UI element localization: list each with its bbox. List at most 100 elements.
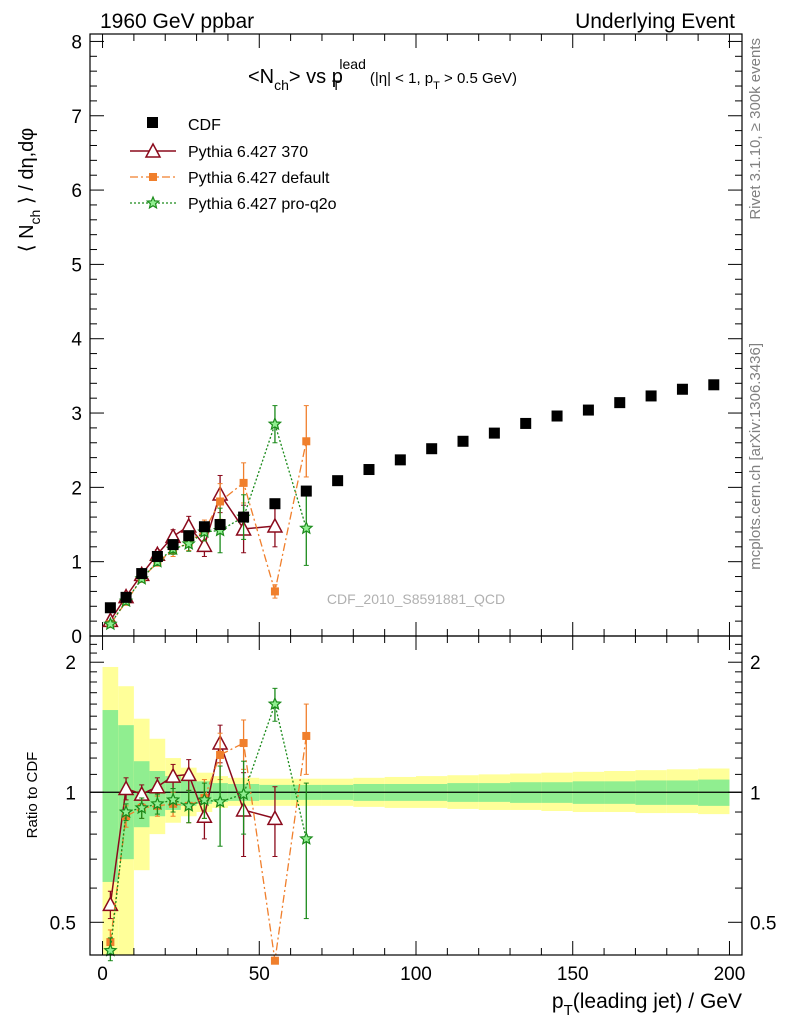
header-left: 1960 GeV ppbar — [100, 10, 254, 33]
ratio-y-tick-label-right: 1 — [750, 783, 761, 804]
legend-marker-370 — [144, 142, 162, 158]
legend-label-370: Pythia 6.427 370 — [188, 144, 308, 161]
main-data-layer — [102, 379, 720, 631]
cdf-point — [120, 591, 132, 603]
main-y-tick-label: 4 — [71, 330, 82, 351]
cdf-point — [151, 550, 163, 562]
cdf-point — [238, 511, 250, 523]
x-tick-label: 50 — [249, 964, 270, 985]
ratio-pythia-proq2o-point — [165, 792, 181, 807]
ratio-y-tick-label: 0.5 — [50, 913, 76, 934]
cdf-point — [269, 498, 281, 510]
mcplots-label: mcplots.cern.ch [arXiv:1306.3436] — [747, 343, 764, 570]
ratio-pythia-370-line — [109, 740, 276, 905]
ratio-bands — [102, 666, 730, 955]
ratio-pythia-370-point — [266, 809, 284, 826]
ratio-pythia-proq2o-point — [236, 786, 251, 801]
cdf-point — [645, 390, 657, 402]
cdf-point — [104, 602, 116, 614]
ratio-pythia-proq2o-point — [197, 792, 212, 807]
cdf-point — [363, 464, 375, 476]
ratio-pythia-proq2o-point — [181, 798, 196, 812]
ratio-pythia-default-point — [302, 731, 311, 740]
cdf-point — [332, 475, 344, 487]
cdf-point — [394, 454, 406, 466]
pythia-default-point — [239, 478, 248, 487]
main-y-tick-label: 5 — [71, 255, 82, 276]
cdf-point — [676, 383, 688, 395]
stat-uncertainty-band — [102, 710, 119, 882]
cdf-point — [198, 521, 210, 533]
ratio-pythia-370-point — [149, 778, 166, 794]
pythia-proq2o-point — [103, 616, 118, 631]
plot-title: <Nch> vs pTlead(|η| < 1, pT > 0.5 GeV) — [248, 56, 517, 93]
analysis-watermark: CDF_2010_S8591881_QCD — [327, 591, 505, 607]
legend-label-default: Pythia 6.427 default — [188, 170, 330, 187]
ratio-pythia-default-point — [239, 739, 248, 748]
pythia-370-line — [109, 492, 276, 621]
x-tick-label: 200 — [714, 964, 746, 985]
ratio-y-axis: 0.5 0.5 1 1 2 2 — [50, 643, 776, 934]
legend-marker-cdf — [147, 117, 158, 128]
pythia-370-point — [196, 536, 213, 553]
cdf-point — [136, 568, 148, 580]
cdf-point — [614, 397, 626, 409]
ratio-y-axis-label: Ratio to CDF — [24, 752, 41, 839]
cdf-point — [582, 404, 594, 416]
main-x-ticks — [102, 34, 730, 636]
main-y-axis-label: ⟨ Nch ⟩ / dη,dφ — [16, 128, 43, 253]
x-axis-label: pT(leading jet) / GeV — [552, 990, 742, 1019]
legend-marker-default — [149, 173, 157, 181]
ratio-y-tick-label-right: 0.5 — [750, 913, 776, 934]
ratio-pythia-370-point — [102, 895, 119, 912]
ratio-pythia-proq2o-point — [267, 696, 283, 711]
ratio-pythia-default-point — [270, 956, 279, 965]
cdf-point — [214, 519, 226, 531]
cdf-point — [551, 410, 563, 422]
ratio-pythia-proq2o-point — [118, 804, 134, 819]
pythia-370-point — [180, 517, 197, 533]
ratio-pythia-proq2o-point — [299, 831, 314, 845]
cdf-point — [183, 530, 195, 542]
ratio-y-tick-label: 2 — [65, 653, 76, 674]
main-y-tick-label: 3 — [71, 404, 82, 425]
rivet-version-label: Rivet 3.1.10, ≥ 300k events — [747, 38, 764, 220]
pythia-default-point — [270, 587, 279, 596]
main-y-tick-label: 1 — [71, 553, 82, 574]
cdf-point — [708, 379, 720, 391]
x-tick-label: 0 — [97, 964, 108, 985]
legend-label-cdf: CDF — [188, 117, 221, 134]
legend: CDF Pythia 6.427 370 Pythia 6.427 defaul… — [130, 117, 337, 213]
pythia-default-point — [302, 437, 311, 446]
main-y-tick-label: 7 — [71, 107, 82, 128]
cdf-point — [520, 417, 532, 429]
ratio-data-layer — [102, 687, 314, 965]
header-right: Underlying Event — [575, 10, 735, 33]
ratio-x-axis: 0 50 100 150 200 — [97, 636, 745, 985]
legend-label-proq2o: Pythia 6.427 pro-q2o — [188, 196, 337, 213]
cdf-point — [167, 539, 179, 551]
cdf-point — [457, 435, 469, 447]
main-y-tick-label: 8 — [71, 32, 82, 53]
pythia-proq2o-point — [267, 416, 283, 431]
ratio-y-tick-label: 1 — [65, 783, 76, 804]
ratio-pythia-default-line — [109, 735, 307, 961]
main-y-axis: 0 1 2 3 4 5 6 7 8 — [71, 32, 742, 648]
ratio-pythia-370-point — [164, 767, 182, 783]
cdf-point — [300, 485, 312, 497]
x-tick-label: 150 — [557, 964, 589, 985]
pythia-default-point — [216, 497, 225, 506]
ratio-y-tick-label-right: 2 — [750, 653, 761, 674]
cdf-point — [426, 443, 438, 455]
main-y-tick-label: 6 — [71, 181, 82, 202]
ratio-pythia-proq2o-point — [212, 794, 228, 808]
ratio-pythia-proq2o-point — [150, 796, 165, 810]
ratio-pythia-proq2o-point — [134, 800, 149, 815]
ratio-pythia-370-point — [180, 765, 197, 782]
ratio-pythia-proq2o-point — [103, 943, 118, 957]
main-y-tick-label: 2 — [71, 478, 82, 499]
ratio-pythia-default-point — [216, 750, 225, 759]
main-y-tick-label: 0 — [71, 627, 82, 648]
pythia-370-point — [266, 517, 284, 533]
